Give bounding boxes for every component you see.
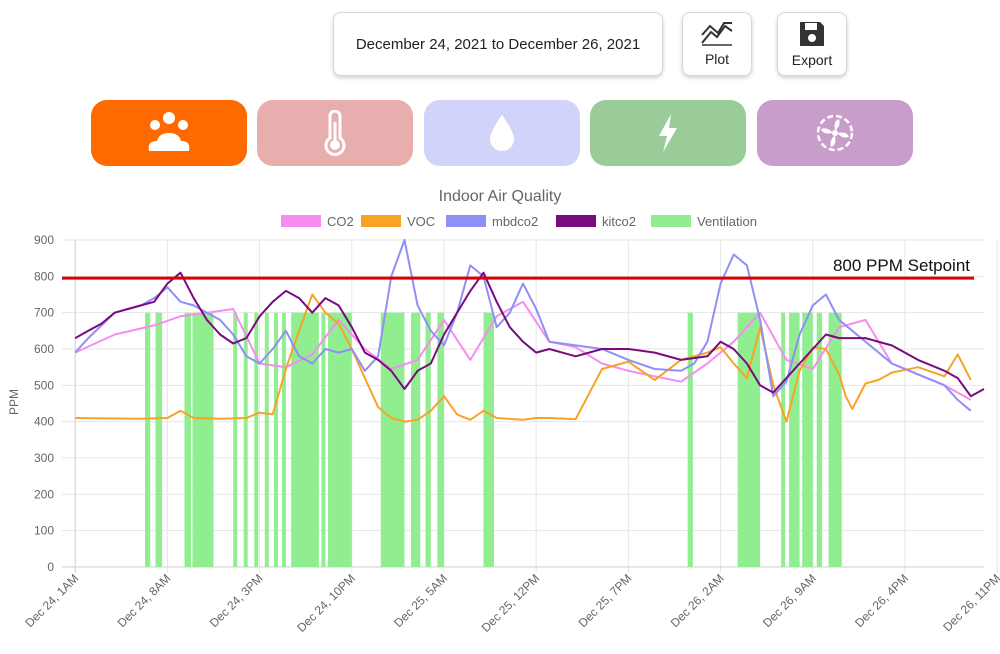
ventilation-bar: [281, 312, 286, 567]
legend-swatch: [446, 215, 486, 227]
legend-swatch: [361, 215, 401, 227]
series-line-voc: [75, 293, 972, 423]
ventilation-bar: [411, 312, 421, 567]
mode-button-ventilation[interactable]: [757, 100, 913, 166]
ventilation-bar: [789, 312, 800, 567]
legend-label: CO2: [327, 214, 354, 229]
series-lines: [74, 239, 985, 423]
ventilation-bar: [816, 312, 822, 567]
ventilation-bars: [144, 312, 842, 567]
ventilation-bar: [425, 312, 431, 567]
x-tick-label: Dec 24, 8AM: [115, 571, 174, 630]
fan-icon: [816, 114, 854, 152]
ventilation-bar: [155, 312, 163, 567]
x-tick-label: Dec 24, 3PM: [207, 571, 266, 630]
ventilation-bar: [291, 312, 319, 567]
export-button[interactable]: Export: [777, 12, 847, 76]
ventilation-bar: [380, 312, 405, 567]
x-axis-ticks: Dec 24, 1AM Dec 24, 8AM Dec 24, 3PM Dec 24,…: [22, 571, 1000, 635]
plot-label: Plot: [704, 51, 730, 67]
ventilation-bar: [264, 312, 269, 567]
water-drop-icon: [490, 115, 514, 151]
setpoint-line-group: 800 PPM Setpoint: [62, 256, 974, 280]
ventilation-bar: [483, 312, 495, 567]
ventilation-bar: [254, 312, 259, 567]
chart-title: Indoor Air Quality: [439, 188, 562, 205]
y-axis-label: PPM: [7, 389, 21, 415]
plot-button[interactable]: Plot: [682, 12, 752, 76]
x-tick-label: Dec 24, 10PM: [294, 571, 358, 635]
y-tick-label: 600: [34, 342, 54, 356]
lightning-icon: [659, 114, 677, 152]
mode-button-energy[interactable]: [590, 100, 746, 166]
mode-button-humidity[interactable]: [424, 100, 580, 166]
chart-legend: CO2 VOC mbdco2 kitco2 Ventilation: [281, 214, 757, 229]
ventilation-bar: [802, 312, 813, 567]
series-line-mbdco2: [74, 239, 972, 412]
thermometer-icon: [324, 110, 346, 156]
ventilation-bar: [781, 312, 786, 567]
ventilation-bar: [437, 312, 444, 567]
ventilation-bar: [243, 312, 248, 567]
x-tick-label: Dec 26, 4PM: [852, 571, 911, 630]
x-tick-label: Dec 26, 2AM: [668, 571, 727, 630]
legend-swatch: [556, 215, 596, 227]
y-tick-label: 900: [34, 233, 54, 247]
y-tick-label: 300: [34, 451, 54, 465]
chart-grid: [62, 239, 998, 573]
ventilation-bar: [687, 312, 693, 567]
y-tick-label: 400: [34, 415, 54, 429]
y-tick-label: 500: [34, 378, 54, 392]
y-tick-label: 100: [34, 524, 54, 538]
ventilation-bar: [321, 312, 326, 567]
ventilation-bar: [274, 312, 279, 567]
line-chart-icon: [701, 22, 733, 46]
series-line-kitco2: [74, 271, 985, 398]
legend-label: mbdco2: [492, 214, 538, 229]
ventilation-bar: [184, 312, 192, 567]
floppy-disk-icon: [800, 22, 824, 46]
x-tick-label: Dec 25, 7PM: [576, 571, 635, 630]
y-tick-label: 800: [34, 269, 54, 283]
ventilation-bar: [737, 312, 761, 567]
mode-button-air-quality[interactable]: [91, 100, 247, 166]
date-range-picker[interactable]: December 24, 2021 to December 26, 2021: [333, 12, 663, 76]
y-tick-label: 700: [34, 306, 54, 320]
legend-swatch: [651, 215, 691, 227]
legend-label: Ventilation: [697, 214, 757, 229]
indoor-air-quality-chart: Indoor Air Quality CO2 VOC mbdco2 kitco2 Ven…: [7, 188, 1000, 635]
ventilation-bar: [328, 312, 352, 567]
y-axis-ticks: 0 100 200 300 400 500 600 700 800 900: [34, 233, 54, 574]
ventilation-bar: [828, 312, 842, 567]
ventilation-bar: [192, 312, 214, 567]
legend-swatch: [281, 215, 321, 227]
x-tick-label: Dec 24, 1AM: [22, 571, 81, 630]
x-tick-label: Dec 25, 5AM: [391, 571, 450, 630]
x-tick-label: Dec 26, 11PM: [940, 571, 1000, 634]
date-range-label: December 24, 2021 to December 26, 2021: [355, 35, 641, 53]
x-tick-label: Dec 25, 12PM: [479, 571, 543, 635]
ventilation-bar: [233, 312, 238, 567]
ventilation-bar: [144, 312, 151, 567]
legend-label: VOC: [407, 214, 435, 229]
y-tick-label: 200: [34, 487, 54, 501]
cloud-people-icon: [148, 112, 190, 151]
y-tick-label: 0: [47, 560, 54, 574]
legend-label: kitco2: [602, 214, 636, 229]
x-tick-label: Dec 26, 9AM: [760, 571, 819, 630]
mode-button-temperature[interactable]: [257, 100, 413, 166]
setpoint-label: 800 PPM Setpoint: [833, 256, 970, 275]
export-label: Export: [791, 52, 833, 68]
